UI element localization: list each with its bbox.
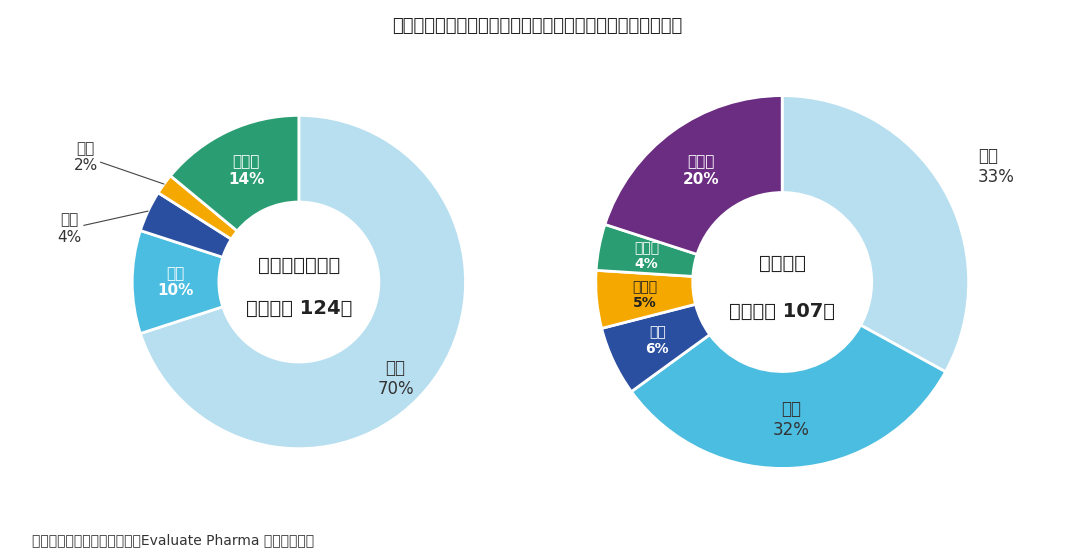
Text: 米国
70%: 米国 70% <box>377 359 413 398</box>
Wedge shape <box>596 225 697 276</box>
Text: その他
14%: その他 14% <box>228 154 264 187</box>
Text: ドイツ
5%: ドイツ 5% <box>633 280 657 310</box>
Text: 英国
4%: 英国 4% <box>57 211 148 245</box>
Wedge shape <box>632 325 945 468</box>
Wedge shape <box>171 116 299 231</box>
Text: 日本
10%: 日本 10% <box>158 266 193 298</box>
Wedge shape <box>141 116 465 448</box>
Text: 日本
33%: 日本 33% <box>978 147 1015 186</box>
Wedge shape <box>605 96 782 254</box>
Text: 出所：各社プレスリリース、Evaluate Pharma をもとに作成: 出所：各社プレスリリース、Evaluate Pharma をもとに作成 <box>32 534 315 547</box>
Text: との提携 107件: との提携 107件 <box>729 302 836 321</box>
Text: 図６　開発提携先（創薬ベンチャー、製薬企業）の国籍割合: 図６ 開発提携先（創薬ベンチャー、製薬企業）の国籍割合 <box>392 17 682 35</box>
Wedge shape <box>596 270 696 328</box>
Wedge shape <box>132 231 222 333</box>
Text: スイス
4%: スイス 4% <box>634 241 659 272</box>
Text: 製薬企業: 製薬企業 <box>758 254 806 273</box>
Wedge shape <box>158 176 237 239</box>
Text: その他
20%: その他 20% <box>683 154 720 186</box>
Text: 創薬ベンチャー: 創薬ベンチャー <box>258 256 340 275</box>
Wedge shape <box>141 193 231 257</box>
Text: 韓国
2%: 韓国 2% <box>73 141 164 184</box>
Wedge shape <box>601 304 710 392</box>
Text: との提携 124件: との提携 124件 <box>246 299 352 318</box>
Text: 米国
32%: 米国 32% <box>772 400 810 439</box>
Wedge shape <box>782 96 969 372</box>
Text: 英国
6%: 英国 6% <box>645 326 669 356</box>
